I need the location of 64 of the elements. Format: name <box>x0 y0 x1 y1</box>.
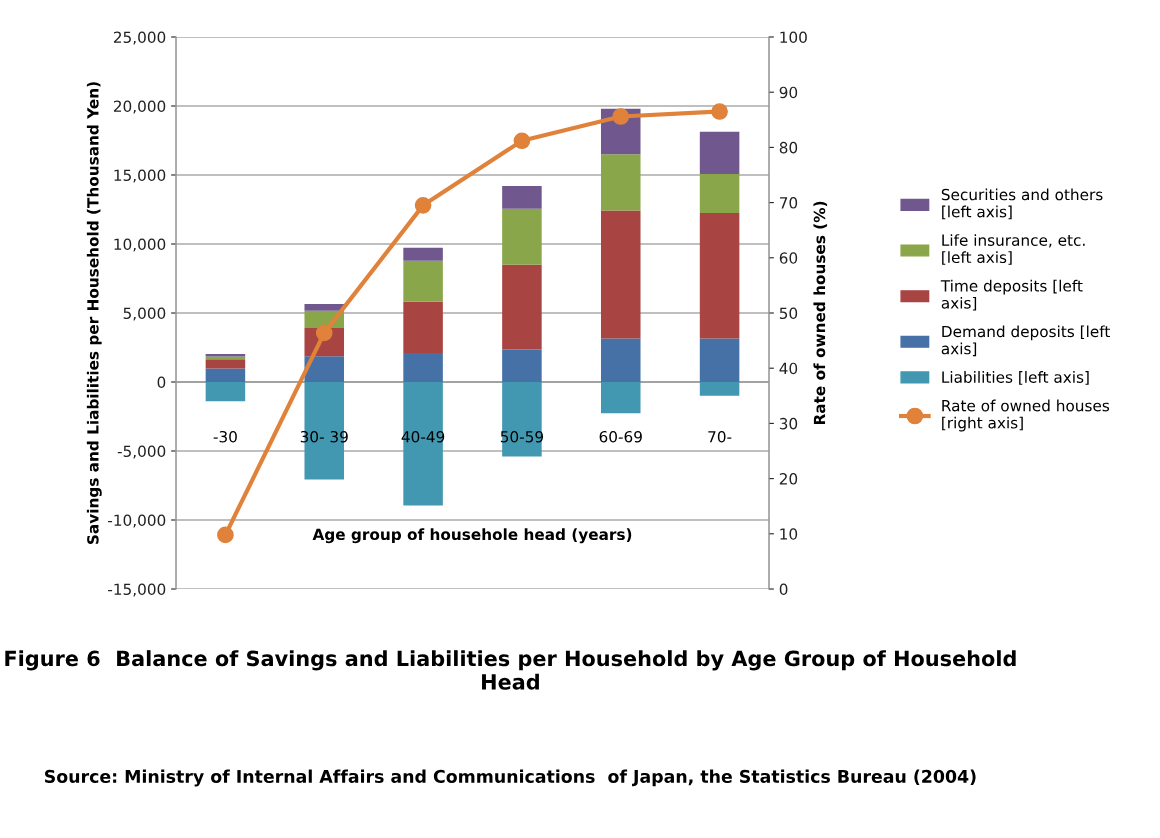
legend-label: Life insurance, etc. [left axis] <box>942 234 1085 265</box>
y-tick-label: -15,000 <box>108 583 166 597</box>
legend-label: Time deposits [left axis] <box>940 279 1083 311</box>
y2-tick-label: 90 <box>779 86 798 99</box>
y-tick-label: 20,000 <box>113 100 166 114</box>
y2-tick-label: 40 <box>779 362 798 375</box>
y2-tick-label: 60 <box>779 252 798 264</box>
legend-label: Securities and others [left axis] <box>941 188 1103 220</box>
x-tick-label: 60-69 <box>599 430 642 443</box>
legend-label: Liabilities [left axis] <box>942 371 1089 385</box>
bar <box>699 131 740 174</box>
y-tick-label: -5,000 <box>117 445 166 459</box>
y-tick-label: 15,000 <box>114 169 166 183</box>
bar <box>304 303 345 311</box>
bar <box>502 185 542 209</box>
bar <box>699 338 740 382</box>
y2-tick-label: 70 <box>779 197 798 209</box>
text: Figure 6 Balance of Savings and Liabilities per Household by Age Group of Household Head <box>5 650 1016 690</box>
bar <box>502 382 542 457</box>
y2-tick-label: 50 <box>779 307 798 320</box>
point <box>513 132 531 150</box>
legend-label: Rate of owned houses [right axis] <box>942 399 1110 432</box>
y2-tick-label: 10 <box>780 528 798 540</box>
y-tick-label: 5,000 <box>123 307 166 321</box>
legend-label: Demand deposits [left axis] <box>941 325 1110 357</box>
source-note: Source: Ministry of Internal Affairs and Communications of Japan, the Statistics Bureau (2004) <box>45 769 976 787</box>
bar <box>699 173 740 213</box>
bar <box>304 356 345 382</box>
point <box>711 103 728 120</box>
bar <box>699 382 740 396</box>
bar <box>699 212 740 339</box>
y-tick-label: 10,000 <box>114 238 166 252</box>
bar <box>600 382 641 414</box>
y2-tick-label: 30 <box>779 417 798 430</box>
bar <box>403 301 443 353</box>
y2-tick-label: 100 <box>780 31 807 44</box>
x-tick-label: 70- <box>708 430 732 443</box>
bar <box>205 368 246 382</box>
bar <box>403 352 443 382</box>
y2-axis-title: Rate of owned houses (%) <box>813 201 828 425</box>
point <box>414 197 432 214</box>
y-tick-label: 0 <box>157 376 166 389</box>
bar <box>502 208 542 265</box>
y2-tick-label: 20 <box>779 473 798 485</box>
y2-tick-label: 80 <box>779 141 798 154</box>
y2-tick-label: 0 <box>779 583 788 596</box>
bar <box>502 349 542 382</box>
point <box>217 526 234 544</box>
y-tick-label: -10,000 <box>108 514 166 528</box>
bar <box>403 382 443 506</box>
bar <box>600 210 641 339</box>
bar <box>502 264 542 350</box>
point <box>315 324 333 342</box>
x-axis-title: Age group of househole head (years) <box>312 528 632 544</box>
bar <box>205 359 246 369</box>
point <box>612 108 630 125</box>
y-tick-label: 25,000 <box>113 31 166 45</box>
bar <box>403 260 443 302</box>
bar <box>205 382 246 402</box>
y-axis-title: Savings and Liabilities per Household (Thousand Yen) <box>86 82 102 544</box>
bar <box>600 154 641 211</box>
bar <box>600 338 641 382</box>
bar <box>403 247 443 261</box>
x-tick-label: -30 <box>213 430 237 443</box>
